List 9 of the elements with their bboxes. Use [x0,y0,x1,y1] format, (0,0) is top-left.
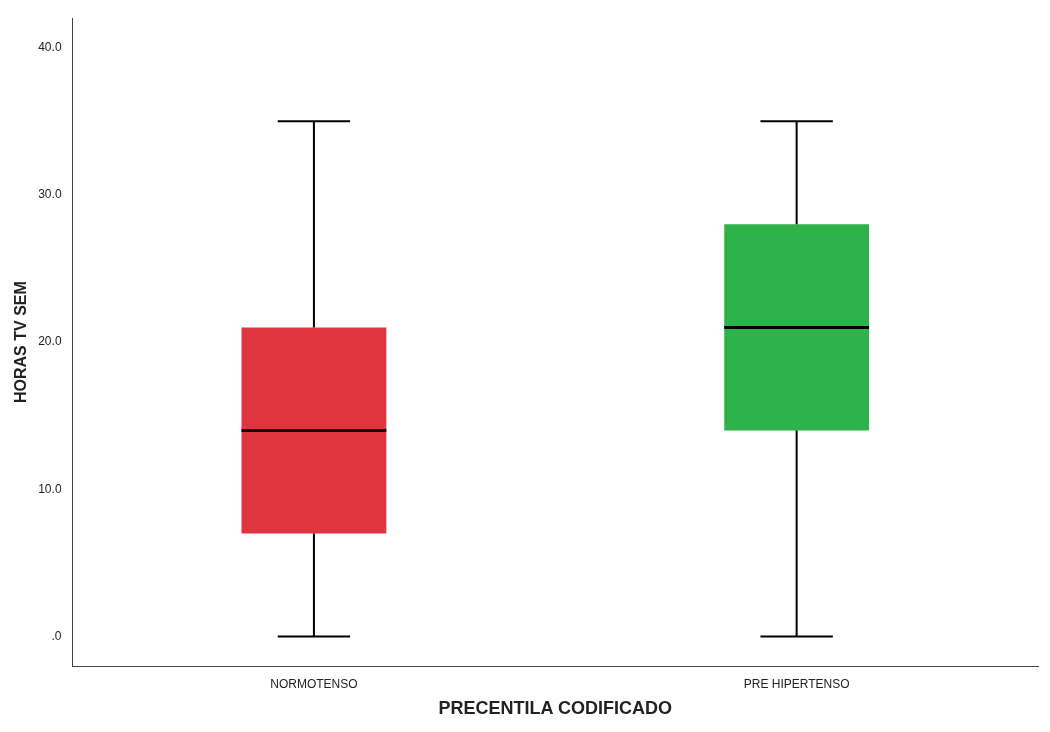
x-tick-label: PRE HIPERTENSO [743,676,850,691]
y-tick-label: .0 [51,628,62,643]
y-tick-label: 40.0 [38,39,62,54]
y-tick-label: 10.0 [38,481,62,496]
x-tick-label: NORMOTENSO [270,676,358,691]
y-tick-label: 20.0 [38,334,62,349]
y-axis-title: HORAS TV SEM [12,281,30,403]
y-tick-label: 30.0 [38,187,62,202]
x-axis-title: PRECENTILA CODIFICADO [438,698,672,719]
